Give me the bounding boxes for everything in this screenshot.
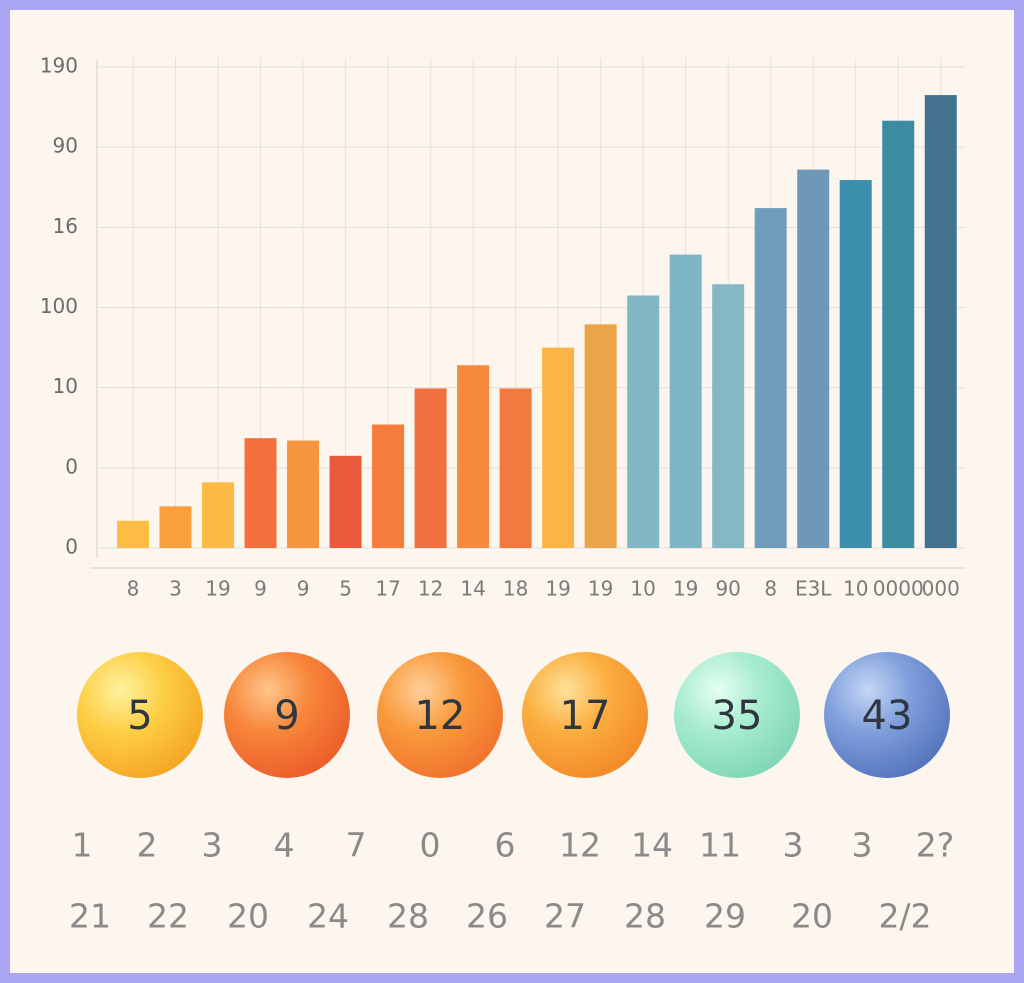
badge-label: 43 — [862, 693, 913, 739]
y-tick-label: 0 — [65, 535, 78, 559]
row-number: 21 — [69, 897, 111, 936]
row-number: 0 — [420, 826, 441, 865]
bar — [499, 388, 532, 548]
bar — [372, 424, 405, 548]
badge — [674, 652, 800, 778]
bar — [244, 438, 277, 548]
x-tick-label: 8 — [127, 577, 140, 601]
x-tick-label: 18 — [503, 577, 528, 601]
badge-label: 9 — [274, 693, 299, 739]
badge — [77, 652, 203, 778]
x-tick-label: 5 — [339, 577, 352, 601]
x-tick-label: 14 — [460, 577, 485, 601]
bar — [542, 347, 575, 548]
bar — [457, 365, 490, 548]
bar — [159, 506, 192, 548]
x-tick-label: 000 — [922, 577, 960, 601]
row-number: 6 — [495, 826, 516, 865]
y-tick-label: 90 — [53, 134, 78, 158]
x-tick-label: 12 — [418, 577, 443, 601]
x-tick-label: 10 — [630, 577, 655, 601]
x-tick-label: 9 — [254, 577, 267, 601]
bar — [712, 284, 745, 548]
row-number: 4 — [274, 826, 295, 865]
x-tick-label: 19 — [588, 577, 613, 601]
row-number: 2 — [137, 826, 158, 865]
bar — [202, 482, 235, 548]
row-number: 28 — [624, 897, 666, 936]
bar — [797, 169, 830, 548]
bar — [117, 520, 150, 548]
frame: 0 0 10 100 16 90 190 8 3 19 9 9 5 17 12 14 18 19 19 10 19 90 8… — [10, 10, 1014, 973]
bar — [669, 254, 702, 548]
x-tick-label: 9 — [297, 577, 310, 601]
row-number: 20 — [227, 897, 269, 936]
row-number: 1 — [72, 826, 93, 865]
badge — [377, 652, 503, 778]
row-number: 7 — [346, 826, 367, 865]
badge-label: 12 — [415, 693, 466, 739]
bar — [414, 388, 447, 548]
x-tick-label: 8 — [764, 577, 777, 601]
row-number: 11 — [699, 826, 741, 865]
x-tick-label: 0000 — [873, 577, 924, 601]
x-tick-label: 90 — [715, 577, 740, 601]
row-number: 22 — [147, 897, 189, 936]
row-number: 2? — [916, 826, 955, 865]
badge-label: 35 — [712, 693, 763, 739]
bar — [882, 120, 915, 548]
x-tick-label: 19 — [205, 577, 230, 601]
row-number: 3 — [202, 826, 223, 865]
badge — [224, 652, 350, 778]
badge-label: 17 — [560, 693, 611, 739]
y-tick-label: 16 — [53, 214, 78, 238]
row-number: 24 — [307, 897, 349, 936]
row-number: 12 — [559, 826, 601, 865]
bar — [924, 95, 957, 548]
bar — [329, 455, 362, 548]
row-number: 27 — [544, 897, 586, 936]
y-tick-label: 0 — [65, 454, 78, 478]
y-tick-label: 100 — [40, 294, 78, 318]
bar — [754, 208, 787, 549]
bar — [627, 295, 660, 548]
x-tick-label: 19 — [673, 577, 698, 601]
bar — [839, 180, 872, 548]
badge-label: 5 — [127, 693, 152, 739]
x-tick-label: 17 — [375, 577, 400, 601]
row-number: 20 — [791, 897, 833, 936]
row-number: 29 — [704, 897, 746, 936]
x-tick-label: E3L — [795, 577, 832, 601]
x-tick-label: 3 — [169, 577, 182, 601]
bar — [584, 324, 617, 548]
row-number: 2/2 — [878, 897, 931, 936]
y-tick-label: 10 — [53, 374, 78, 398]
bar — [287, 440, 320, 548]
row-number: 14 — [631, 826, 673, 865]
row-number: 28 — [387, 897, 429, 936]
x-tick-label: 10 — [843, 577, 868, 601]
row-number: 3 — [783, 826, 804, 865]
row-number: 3 — [852, 826, 873, 865]
x-tick-label: 19 — [545, 577, 570, 601]
badge — [522, 652, 648, 778]
badge — [824, 652, 950, 778]
row-number: 26 — [466, 897, 508, 936]
y-tick-label: 190 — [40, 54, 78, 78]
